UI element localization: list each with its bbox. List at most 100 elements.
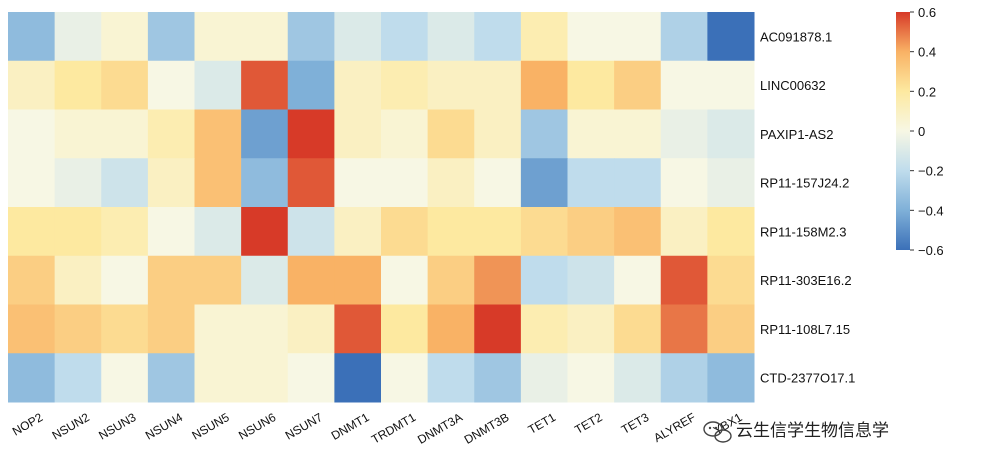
heatmap-cell	[147, 158, 196, 208]
column-label: ALYREF	[651, 410, 698, 445]
heatmap-cell	[147, 255, 196, 305]
heatmap-cells	[8, 12, 755, 403]
heatmap-cell	[8, 60, 56, 110]
heatmap-cell	[520, 60, 569, 110]
heatmap-cell	[707, 207, 755, 257]
heatmap-cell	[567, 255, 615, 305]
heatmap-cell	[427, 158, 475, 208]
column-label: NSUN4	[143, 410, 186, 443]
heatmap-cell	[287, 12, 335, 62]
colorbar-tick-label: 0.6	[918, 5, 936, 20]
heatmap-cell	[101, 207, 149, 257]
wechat-icon	[703, 421, 732, 443]
heatmap-cell	[381, 12, 429, 62]
heatmap-cell	[147, 304, 196, 354]
heatmap-cell	[54, 109, 102, 159]
heatmap-cell	[241, 158, 289, 208]
heatmap-cell	[334, 207, 382, 257]
heatmap-cell	[660, 109, 708, 159]
heatmap-cell	[614, 60, 662, 110]
heatmap-cell	[567, 109, 615, 159]
heatmap-cell	[287, 109, 335, 159]
heatmap-cell	[567, 12, 615, 62]
heatmap-cell	[707, 60, 755, 110]
heatmap-cell	[194, 255, 242, 305]
heatmap-cell	[474, 207, 522, 257]
heatmap-cell	[241, 353, 289, 403]
heatmap-cell	[241, 207, 289, 257]
heatmap-cell	[520, 255, 569, 305]
heatmap-cell	[660, 158, 708, 208]
column-label: NSUN2	[50, 410, 93, 443]
heatmap-cell	[101, 255, 149, 305]
heatmap-cell	[334, 12, 382, 62]
heatmap-cell	[660, 304, 708, 354]
heatmap-cell	[8, 158, 56, 208]
heatmap-cell	[194, 353, 242, 403]
heatmap-cell	[381, 255, 429, 305]
colorbar-tick-label: −0.4	[918, 203, 944, 218]
row-label: RP11-158M2.3	[760, 224, 846, 239]
heatmap-cell	[287, 353, 335, 403]
column-label: DNMT3B	[462, 410, 512, 447]
colorbar-tick-label: −0.6	[918, 243, 944, 258]
column-label: NSUN6	[236, 410, 279, 443]
colorbar-tick-label: 0	[918, 124, 925, 139]
heatmap-cell	[287, 255, 335, 305]
row-label: LINC00632	[760, 78, 826, 93]
heatmap-cell	[660, 353, 708, 403]
column-label: NSUN3	[96, 410, 139, 443]
heatmap-cell	[520, 158, 569, 208]
heatmap-cell	[194, 207, 242, 257]
heatmap-cell	[520, 12, 569, 62]
heatmap-cell	[147, 60, 196, 110]
heatmap-cell	[147, 12, 196, 62]
heatmap-cell	[287, 60, 335, 110]
row-label: RP11-157J24.2	[760, 176, 849, 191]
heatmap-cell	[381, 353, 429, 403]
heatmap-cell	[54, 12, 102, 62]
column-labels: NOP2 NSUN2 NSUN3 NSUN4 NSUN5 NSUN6 NSUN7 DNMT1T…	[10, 410, 745, 447]
heatmap-cell	[241, 304, 289, 354]
heatmap-cell	[567, 207, 615, 257]
heatmap-cell	[287, 304, 335, 354]
heatmap-cell	[707, 304, 755, 354]
colorbar-ticks: 0.6 0.4 0.2 0 −0.2 −0.4 −0.6	[910, 5, 944, 258]
heatmap-cell	[194, 304, 242, 354]
heatmap-cell	[707, 109, 755, 159]
heatmap-cell	[241, 12, 289, 62]
heatmap-cell	[241, 60, 289, 110]
row-label: CTD-2377O17.1	[760, 371, 855, 386]
heatmap-cell	[567, 60, 615, 110]
heatmap-cell	[334, 304, 382, 354]
heatmap-cell	[614, 255, 662, 305]
heatmap-cell	[474, 255, 522, 305]
heatmap-cell	[614, 353, 662, 403]
heatmap-cell	[520, 353, 569, 403]
colorbar-gradient	[896, 12, 910, 250]
heatmap-cell	[474, 158, 522, 208]
heatmap-cell	[194, 12, 242, 62]
heatmap-cell	[8, 255, 56, 305]
column-label: DNMT1	[329, 410, 372, 443]
heatmap-cell	[194, 109, 242, 159]
heatmap-cell	[194, 60, 242, 110]
heatmap-cell	[54, 158, 102, 208]
row-label: RP11-303E16.2	[760, 273, 852, 288]
heatmap-cell	[101, 304, 149, 354]
heatmap-cell	[660, 12, 708, 62]
heatmap-cell	[101, 353, 149, 403]
row-label: PAXIP1-AS2	[760, 127, 833, 142]
heatmap-cell	[427, 353, 475, 403]
heatmap-cell	[474, 353, 522, 403]
heatmap-cell	[707, 158, 755, 208]
heatmap-cell	[147, 207, 196, 257]
heatmap-cell	[520, 109, 569, 159]
heatmap-cell	[54, 207, 102, 257]
heatmap-cell	[707, 12, 755, 62]
heatmap-cell	[101, 60, 149, 110]
heatmap-cell	[241, 109, 289, 159]
heatmap-cell	[381, 304, 429, 354]
heatmap-cell	[707, 255, 755, 305]
